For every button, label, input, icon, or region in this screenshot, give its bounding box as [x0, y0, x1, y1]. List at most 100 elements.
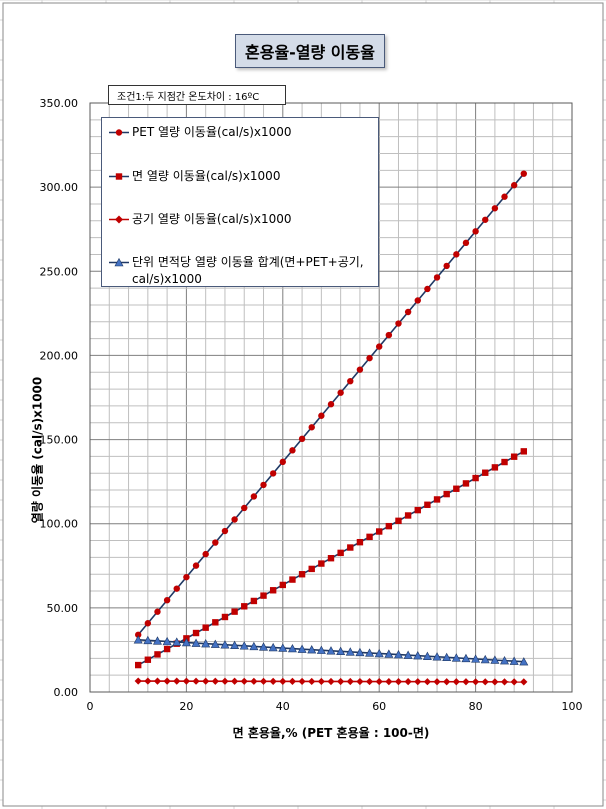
data-point-cotton [404, 512, 412, 519]
data-point-cotton [433, 496, 441, 503]
data-point-cotton [192, 629, 200, 637]
data-point-air [423, 678, 431, 686]
data-point-pet [183, 573, 190, 581]
x-tick-label: 40 [276, 700, 290, 713]
data-point-cotton [520, 448, 527, 455]
data-point-pet [318, 412, 325, 419]
data-point-cotton [482, 469, 489, 476]
data-point-cotton [453, 485, 460, 492]
data-point-cotton [250, 597, 258, 605]
data-point-total [259, 642, 269, 651]
data-point-air [250, 677, 258, 685]
legend-marker-triangle [109, 257, 129, 267]
data-point-pet [366, 354, 373, 362]
data-point-pet [173, 585, 180, 592]
data-point-cotton [376, 528, 383, 535]
legend-item-pet: PET 열량 이동율(cal/s)x1000 [108, 124, 292, 141]
data-point-air [173, 677, 181, 685]
data-point-total [365, 648, 375, 657]
data-point-air [279, 677, 287, 685]
data-point-air [520, 678, 528, 686]
data-point-cotton [212, 619, 219, 626]
data-point-pet [144, 620, 152, 627]
data-point-pet [404, 308, 412, 316]
data-point-cotton [231, 608, 238, 615]
data-point-cotton [221, 613, 229, 621]
data-point-pet [491, 205, 499, 212]
legend-label: 공기 열량 이동율(cal/s)x1000 [132, 212, 292, 226]
x-tick-label: 100 [562, 700, 583, 713]
data-point-air [308, 677, 316, 686]
legend-item-air: 공기 열량 이동율(cal/s)x1000 [108, 211, 292, 228]
data-point-cotton [327, 555, 335, 562]
x-tick-label: 80 [469, 700, 483, 713]
data-point-pet [443, 262, 450, 270]
data-point-air [231, 677, 239, 685]
data-point-air [182, 677, 190, 685]
data-point-total [509, 656, 519, 665]
data-point-total [249, 641, 259, 651]
data-point-air [240, 677, 248, 685]
legend-marker-circle [109, 129, 129, 136]
data-point-total [268, 642, 278, 652]
data-point-cotton [241, 603, 248, 610]
data-point-air [163, 677, 171, 685]
data-point-pet [385, 331, 393, 339]
data-point-total [413, 651, 423, 660]
data-point-air [317, 677, 325, 686]
data-point-pet [356, 366, 364, 373]
data-point-total [432, 652, 442, 661]
data-point-air [491, 678, 499, 686]
data-point-total [355, 647, 365, 657]
data-point-pet [482, 216, 489, 223]
data-point-cotton [385, 522, 393, 530]
y-tick-label: 250.00 [40, 265, 79, 278]
data-point-total [287, 643, 297, 653]
x-tick-label: 20 [179, 700, 193, 713]
data-point-total [461, 653, 471, 663]
data-point-cotton [279, 581, 286, 589]
y-axis-label: 열량 이동율 (cal/s)x1000 [30, 376, 45, 524]
data-point-pet [453, 251, 460, 258]
plot-frame [89, 102, 573, 693]
data-point-air [327, 677, 335, 686]
legend-item-cotton: 면 열량 이동율(cal/s)x1000 [108, 168, 280, 185]
data-point-pet [260, 481, 267, 489]
data-point-cotton [462, 480, 470, 487]
data-point-pet [269, 470, 277, 477]
data-point-air [134, 677, 142, 685]
legend: PET 열량 이동율(cal/s)x1000 면 열량 이동율(cal/s)x1… [101, 117, 379, 287]
data-point-pet [279, 458, 286, 466]
data-point-cotton [414, 506, 421, 514]
data-point-air [153, 677, 162, 685]
data-point-total [191, 638, 201, 647]
data-point-cotton [154, 651, 161, 658]
data-point-air [510, 678, 518, 686]
data-point-total [220, 640, 230, 649]
data-point-pet [241, 504, 248, 512]
data-point-total [403, 650, 413, 659]
data-point-air [365, 677, 374, 686]
data-point-air [375, 677, 383, 686]
data-point-total [500, 655, 510, 665]
data-point-cotton [337, 549, 344, 557]
data-point-air [211, 677, 219, 685]
data-point-total [181, 637, 191, 647]
x-axis-label: 면 혼용율,% (PET 혼용율 : 100-면) [232, 726, 430, 740]
data-point-air [481, 678, 489, 686]
data-point-cotton [366, 533, 373, 541]
data-point-pet [163, 597, 171, 604]
data-point-pet [347, 377, 354, 385]
data-point-pet [202, 550, 209, 558]
data-point-air [202, 677, 210, 685]
data-point-pet [289, 447, 296, 454]
y-tick-label: 200.00 [40, 349, 79, 362]
data-point-air [462, 678, 470, 686]
x-tick-label: 60 [372, 700, 386, 713]
data-point-total [143, 635, 153, 645]
data-point-air [472, 678, 480, 686]
y-tick-label: 50.00 [47, 602, 79, 615]
data-point-pet [520, 170, 527, 177]
x-tick-label: 0 [87, 700, 94, 713]
data-point-pet [298, 435, 306, 443]
